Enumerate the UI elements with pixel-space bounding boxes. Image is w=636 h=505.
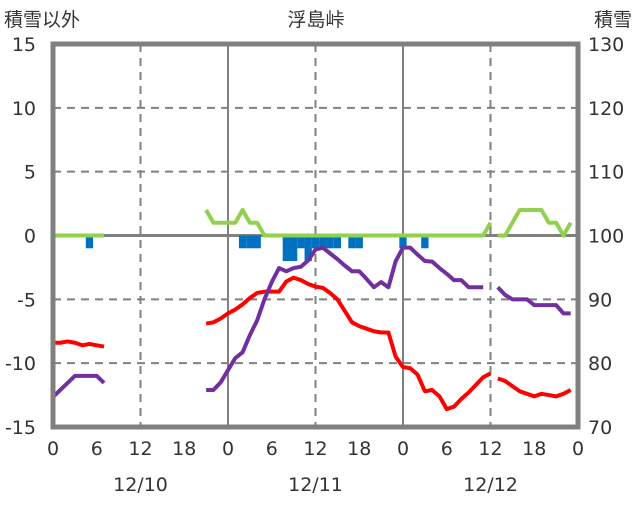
series-green-line (204, 207, 493, 238)
bar (85, 235, 94, 249)
left-tick-label: 0 (24, 226, 36, 248)
bar (238, 235, 247, 249)
x-tick-label: 0 (222, 438, 234, 460)
x-tick-label: 0 (397, 438, 409, 460)
bar (355, 235, 363, 249)
bar (253, 235, 261, 249)
date-label: 12/11 (288, 474, 343, 496)
x-tick-label: 18 (172, 438, 196, 460)
left-tick-label: -5 (17, 289, 36, 311)
left-tick-label: -15 (5, 417, 36, 439)
left-axis-label: 積雪以外 (4, 9, 80, 31)
series-red-line (53, 339, 105, 349)
bar (246, 235, 254, 249)
x-tick-label: 6 (441, 438, 453, 460)
date-label: 12/12 (463, 474, 518, 496)
x-tick-label: 6 (91, 438, 103, 460)
series-purple-line (496, 285, 571, 316)
left-tick-label: 15 (12, 34, 36, 56)
plot-frame (50, 41, 581, 430)
x-tick-label: 12 (303, 438, 327, 460)
right-tick-label: 130 (588, 34, 624, 56)
x-tick-label: 6 (266, 438, 278, 460)
left-tick-label: 5 (24, 162, 36, 184)
bars (85, 235, 429, 262)
date-label: 12/10 (113, 474, 168, 496)
right-tick-label: 110 (588, 162, 624, 184)
series-purple-line (206, 245, 484, 392)
bar (319, 235, 327, 249)
x-tick-label: 0 (572, 438, 584, 460)
bar (282, 235, 290, 262)
bar (399, 235, 407, 249)
bar (311, 235, 320, 249)
bar (289, 235, 298, 262)
x-tick-label: 18 (347, 438, 371, 460)
x-tick-label: 12 (128, 438, 152, 460)
right-tick-label: 80 (588, 353, 612, 375)
series-red-line (205, 275, 492, 412)
series-green-line (497, 207, 573, 238)
series-purple-line (51, 373, 106, 399)
bar (421, 235, 429, 249)
x-tick-label: 0 (47, 438, 59, 460)
bar (326, 235, 334, 249)
bar (333, 235, 342, 249)
bar (348, 235, 356, 249)
right-tick-label: 70 (588, 417, 612, 439)
lines (51, 207, 573, 412)
series-red-line (497, 376, 572, 399)
right-tick-label: 90 (588, 289, 612, 311)
left-tick-label: 10 (12, 98, 36, 120)
bar (304, 235, 312, 262)
chart-title: 浮島峠 (287, 9, 344, 31)
right-axis-label: 積雪 (594, 9, 632, 31)
left-tick-label: -10 (5, 353, 36, 375)
x-tick-label: 18 (522, 438, 546, 460)
right-tick-label: 100 (588, 226, 624, 248)
bar (297, 235, 305, 249)
right-tick-label: 120 (588, 98, 624, 120)
x-tick-label: 12 (478, 438, 502, 460)
